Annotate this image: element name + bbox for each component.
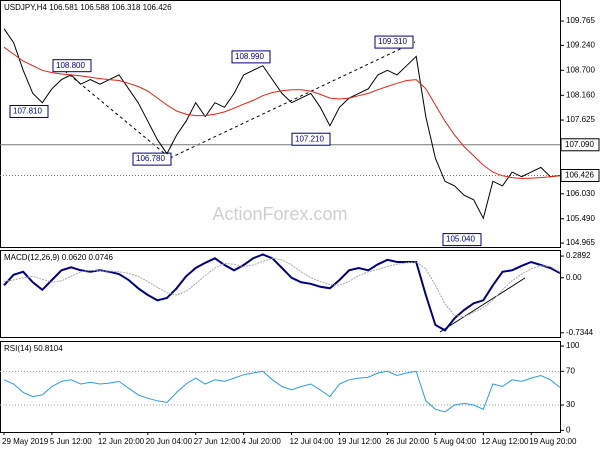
y-tick-label: 105.490 bbox=[566, 214, 595, 223]
x-tick-label: 26 Jul 20:00 bbox=[385, 437, 429, 446]
rsi-panel bbox=[0, 341, 561, 433]
annotation-label: 107.210 bbox=[295, 134, 324, 143]
level-label: 107.090 bbox=[565, 140, 594, 149]
x-tick-label: 12 Jul 04:00 bbox=[290, 437, 334, 446]
series-line bbox=[3, 370, 561, 413]
annotation-label: 105.040 bbox=[446, 235, 475, 244]
x-tick-label: 5 Jun 12:00 bbox=[50, 437, 92, 446]
y-tick-label: 0 bbox=[566, 425, 571, 434]
x-tick-label: 19 Aug 20:00 bbox=[529, 437, 577, 446]
y-tick-label: 108.160 bbox=[566, 90, 595, 99]
annotation-box bbox=[9, 104, 49, 118]
macd-trend-line bbox=[439, 277, 526, 333]
panel-title: RSI(14) 50.8104 bbox=[4, 344, 63, 353]
last-price-box bbox=[560, 168, 600, 182]
x-tick-label: 4 Jul 20:00 bbox=[242, 437, 282, 446]
annotation-box bbox=[132, 152, 172, 166]
macd-panel bbox=[0, 250, 561, 338]
annotation-box bbox=[442, 233, 482, 247]
y-tick-label: 30 bbox=[566, 400, 575, 409]
x-tick-label: 29 May 2019 bbox=[2, 437, 49, 446]
x-tick-label: 5 Aug 04:00 bbox=[433, 437, 476, 446]
series-line bbox=[3, 46, 561, 180]
series-line bbox=[3, 257, 561, 318]
x-tick-label: 12 Jun 20:00 bbox=[98, 437, 145, 446]
annotation-label: 107.810 bbox=[13, 107, 42, 116]
watermark: ActionForex.com bbox=[212, 204, 347, 224]
y-tick-label: 109.765 bbox=[566, 16, 595, 25]
x-tick-label: 19 Jul 12:00 bbox=[338, 437, 382, 446]
annotation-box bbox=[291, 132, 331, 146]
y-tick-label: 70 bbox=[566, 366, 575, 375]
panel-title: MACD(12,26,9) 0.0620 0.0746 bbox=[4, 253, 114, 262]
y-tick-label: 106.030 bbox=[566, 189, 595, 198]
y-tick-label: 107.625 bbox=[566, 115, 595, 124]
y-tick-label: 104.965 bbox=[566, 238, 595, 247]
level-box bbox=[560, 138, 600, 152]
annotation-box bbox=[52, 59, 92, 73]
x-tick-label: 20 Jun 04:00 bbox=[146, 437, 193, 446]
annotation-label: 109.310 bbox=[378, 37, 407, 46]
x-tick-label: 27 Jun 12:00 bbox=[194, 437, 241, 446]
annotation-box bbox=[374, 35, 414, 49]
panel-title: USDJPY,H4 106.581 106.588 106.318 106.42… bbox=[4, 3, 172, 12]
annotation-box bbox=[231, 50, 271, 64]
y-tick-label: 100 bbox=[566, 341, 580, 350]
y-tick-label: 0.2892 bbox=[566, 251, 591, 260]
y-tick-label: -0.7344 bbox=[566, 328, 594, 337]
y-tick-label: 0.00 bbox=[566, 273, 582, 282]
price-panel bbox=[0, 0, 561, 248]
y-tick-label: 108.700 bbox=[566, 65, 595, 74]
last-price-label: 106.426 bbox=[565, 171, 594, 180]
annotation-label: 108.990 bbox=[235, 52, 264, 61]
y-tick-label: 109.240 bbox=[566, 40, 595, 49]
annotation-label: 108.800 bbox=[56, 61, 85, 70]
x-tick-label: 12 Aug 12:00 bbox=[481, 437, 529, 446]
annotation-label: 106.780 bbox=[136, 154, 165, 163]
series-line bbox=[3, 28, 561, 220]
